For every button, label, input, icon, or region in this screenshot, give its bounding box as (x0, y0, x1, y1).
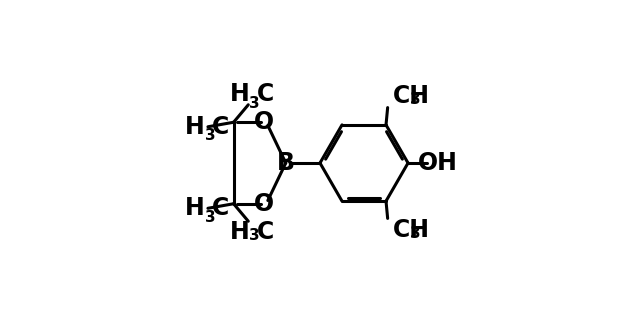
Text: H: H (185, 115, 205, 139)
Text: C: C (212, 196, 229, 220)
Text: O: O (254, 110, 274, 134)
Text: 3: 3 (205, 210, 215, 225)
Text: CH: CH (392, 84, 429, 108)
Text: 3: 3 (205, 128, 215, 143)
Text: H: H (230, 82, 249, 106)
Text: 3: 3 (410, 226, 420, 241)
Text: OH: OH (418, 151, 458, 175)
Text: O: O (254, 192, 274, 216)
Text: 3: 3 (249, 229, 260, 244)
Text: 3: 3 (249, 96, 260, 111)
Text: H: H (230, 220, 249, 244)
Text: C: C (257, 220, 274, 244)
Text: C: C (212, 115, 229, 139)
Text: CH: CH (392, 218, 429, 242)
Text: 3: 3 (410, 92, 420, 107)
Text: H: H (185, 196, 205, 220)
Text: C: C (257, 82, 274, 106)
Text: B: B (276, 151, 295, 175)
